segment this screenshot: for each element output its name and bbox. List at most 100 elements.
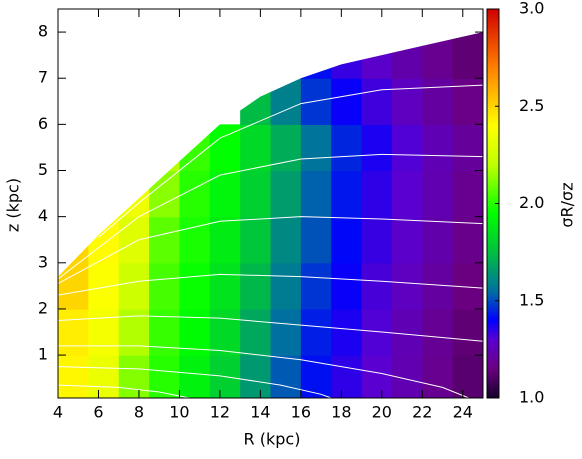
heatmap-cell	[300, 32, 332, 79]
heatmap-cell	[149, 355, 181, 399]
heatmap-cell	[270, 78, 302, 125]
x-tick-label: 14	[250, 403, 270, 422]
heatmap-cell	[361, 355, 393, 399]
heatmap-cell	[361, 216, 393, 264]
x-tick-label: 10	[169, 403, 189, 422]
heatmap-cell	[118, 262, 150, 310]
heatmap-cell	[300, 170, 332, 218]
heatmap-cell	[422, 355, 454, 399]
contour-line	[58, 315, 483, 342]
heatmap-cell	[209, 262, 241, 310]
heatmap-cell	[300, 216, 332, 264]
heatmap-cell	[240, 170, 272, 218]
heatmap-cell	[361, 32, 393, 79]
heatmap-cell	[422, 170, 454, 218]
heatmap-cell	[209, 170, 241, 218]
heatmap-cell	[452, 308, 483, 356]
heatmap-cell	[58, 308, 89, 356]
heatmap-cell	[58, 216, 89, 264]
heatmap-cell	[391, 170, 423, 218]
plot-frame	[57, 8, 484, 399]
x-tick-label: 24	[453, 403, 473, 422]
y-tick-label: 6	[38, 114, 48, 133]
heatmap-cell	[88, 355, 120, 399]
heatmap-cell	[118, 216, 150, 264]
heatmap-cell	[391, 308, 423, 356]
y-tick-label: 3	[38, 252, 48, 271]
heatmap-cell	[270, 124, 302, 172]
heatmap-cell	[270, 216, 302, 264]
heatmap-cell	[240, 216, 272, 264]
heatmap-cell	[331, 355, 363, 399]
colorbar-tick-label: 2.5	[519, 96, 544, 115]
heatmap-cell	[240, 124, 272, 172]
colorbar-label: σR/σz	[558, 182, 577, 227]
heatmap-cell	[149, 262, 181, 310]
heatmap-cell	[209, 308, 241, 356]
x-tick-label: 22	[412, 403, 432, 422]
y-tick-label: 1	[38, 345, 48, 364]
heatmap-cell	[300, 308, 332, 356]
heatmap-cell	[391, 262, 423, 310]
heatmap-cell	[452, 170, 483, 218]
y-axis-label: z (kpc)	[4, 178, 23, 232]
heatmap-cell	[452, 124, 483, 172]
heatmap-cell	[391, 32, 423, 79]
y-tick-label: 5	[38, 160, 48, 179]
x-tick-label: 18	[331, 403, 351, 422]
colorbar-tick-label: 1.0	[519, 388, 544, 407]
heatmap	[58, 32, 483, 399]
heatmap-cell	[149, 216, 181, 264]
heatmap-cell	[422, 308, 454, 356]
contour-line	[58, 273, 483, 296]
heatmap-cell	[240, 262, 272, 310]
heatmap-cell	[209, 216, 241, 264]
heatmap-cell	[179, 216, 211, 264]
heatmap-cell	[149, 170, 181, 218]
y-tick-label: 7	[38, 68, 48, 87]
heatmap-cell	[209, 124, 241, 172]
x-axis-label: R (kpc)	[244, 430, 301, 449]
heatmap-cell	[240, 355, 272, 399]
heatmap-cell	[391, 216, 423, 264]
heatmap-cell	[88, 308, 120, 356]
heatmap-cell	[88, 170, 120, 218]
heatmap-cell	[179, 170, 211, 218]
colorbar-tick-label: 3.0	[519, 0, 544, 18]
heatmap-cell	[422, 78, 454, 125]
heatmap-cell	[88, 262, 120, 310]
y-tick-label: 4	[38, 206, 48, 225]
heatmap-cell	[331, 78, 363, 125]
heatmap-cell	[452, 355, 483, 399]
contour-line	[58, 366, 332, 399]
heatmap-cell	[300, 262, 332, 310]
heatmap-cell	[270, 308, 302, 356]
heatmap-cell	[391, 78, 423, 125]
x-tick-label: 4	[53, 403, 63, 422]
heatmap-cell	[331, 170, 363, 218]
heatmap-cell	[391, 124, 423, 172]
heatmap-cell	[240, 308, 272, 356]
heatmap-cell	[179, 262, 211, 310]
y-tick-label: 2	[38, 298, 48, 317]
x-tick-label: 16	[291, 403, 311, 422]
heatmap-cell	[452, 32, 483, 79]
heatmap-cell	[331, 262, 363, 310]
heatmap-cell	[270, 355, 302, 399]
x-tick-label: 12	[210, 403, 230, 422]
heatmap-cell	[422, 216, 454, 264]
x-tick-label: 20	[372, 403, 392, 422]
heatmap-cell	[331, 124, 363, 172]
y-tick-label: 8	[38, 22, 48, 41]
contour-line	[58, 345, 470, 399]
heatmap-cell	[361, 124, 393, 172]
x-tick-label: 6	[93, 403, 103, 422]
heatmap-cell	[331, 32, 363, 79]
x-tick-label: 8	[134, 403, 144, 422]
heatmap-cell	[118, 170, 150, 218]
heatmap-cell	[179, 124, 211, 172]
heatmap-cell	[361, 262, 393, 310]
heatmap-cell	[300, 355, 332, 399]
heatmap-cell	[331, 216, 363, 264]
